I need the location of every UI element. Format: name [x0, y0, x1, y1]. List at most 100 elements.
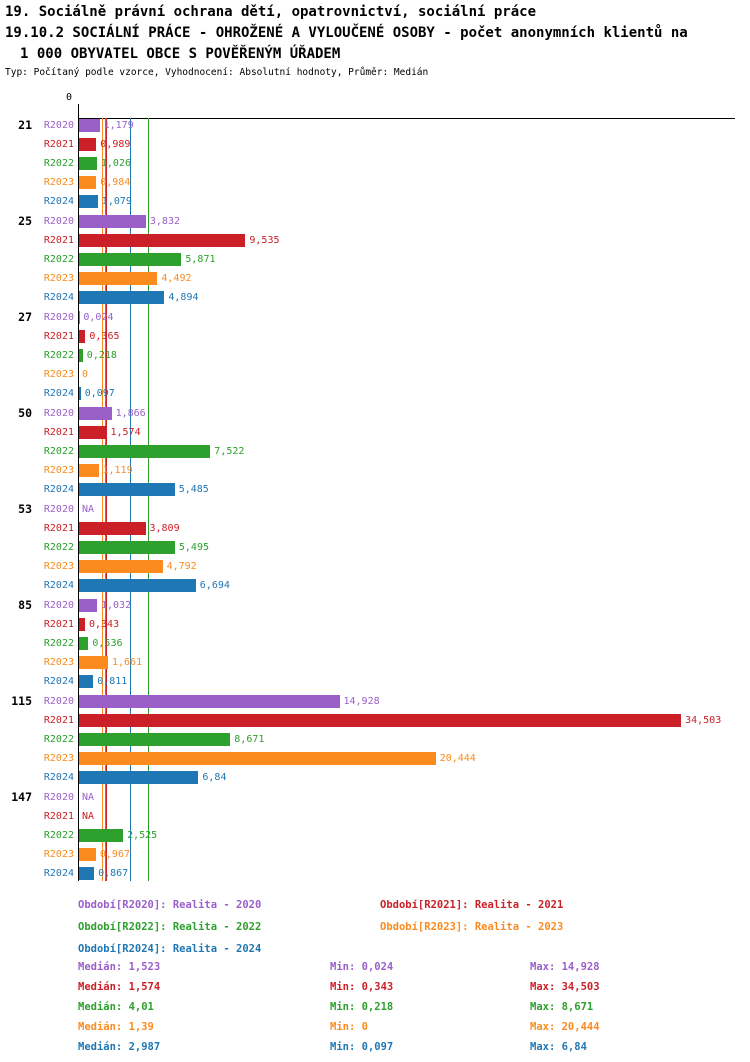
stat-min-R2023: Min: 0: [330, 1021, 368, 1033]
series-label-R2021: R2021: [43, 331, 74, 342]
series-label-R2022: R2022: [43, 254, 74, 265]
stat-median-R2024: Medián: 2,987: [78, 1041, 161, 1053]
series-label-R2024: R2024: [43, 868, 74, 879]
group-label: 53: [18, 502, 32, 516]
series-label-R2020: R2020: [43, 408, 74, 419]
bar-R2021: [79, 618, 85, 631]
bar-R2024: [79, 771, 199, 784]
bar-R2022: [79, 157, 97, 170]
series-label-R2024: R2024: [43, 580, 74, 591]
bar-R2024: [79, 195, 98, 208]
bar-R2021: [79, 522, 146, 535]
bar-value-label: 8,671: [234, 734, 265, 745]
value-axis-line: [78, 118, 735, 119]
bar-value-label: 0,536: [92, 638, 123, 649]
bar-R2020: [79, 695, 340, 708]
series-label-R2024: R2024: [43, 676, 74, 687]
bar-value-label: 5,495: [178, 542, 209, 553]
series-label-R2021: R2021: [43, 619, 74, 630]
median-line-R2022: [148, 118, 149, 881]
bar-R2022: [79, 541, 175, 554]
bar-value-label: 6,694: [199, 580, 230, 591]
legend-item-R2022: Období[R2022]: Realita - 2022: [78, 921, 262, 933]
series-label-R2022: R2022: [43, 734, 74, 745]
bar-R2020: [79, 119, 100, 132]
group-label: 85: [18, 598, 32, 612]
bar-value-label: 34,503: [685, 715, 722, 726]
bar-R2024: [79, 675, 94, 688]
series-label-R2020: R2020: [43, 696, 74, 707]
series-label-R2020: R2020: [43, 600, 74, 611]
series-label-R2022: R2022: [43, 830, 74, 841]
stat-median-R2021: Medián: 1,574: [78, 981, 161, 993]
bar-R2022: [79, 445, 211, 458]
bar-value-label: 20,444: [439, 753, 476, 764]
series-label-R2022: R2022: [43, 638, 74, 649]
bar-R2022: [79, 733, 231, 746]
series-label-R2024: R2024: [43, 292, 74, 303]
bar-value-label: 0,218: [86, 350, 117, 361]
bar-R2020: [79, 215, 146, 228]
bar-value-label: 1,179: [103, 120, 134, 131]
bar-R2022: [79, 349, 83, 362]
series-label-R2023: R2023: [43, 561, 74, 572]
bar-value-label: NA: [82, 504, 95, 515]
bar-value-label: 0,365: [89, 331, 120, 342]
bar-value-label: 1,119: [102, 465, 133, 476]
stat-max-R2020: Max: 14,928: [530, 961, 600, 973]
series-label-R2023: R2023: [43, 369, 74, 380]
series-label-R2023: R2023: [43, 273, 74, 284]
chart-title-line-1: 19. Sociálně právní ochrana dětí, opatro…: [5, 4, 537, 20]
median-line-R2020: [104, 118, 106, 881]
bar-R2024: [79, 483, 175, 496]
bar-value-label: 3,809: [149, 523, 180, 534]
series-label-R2023: R2023: [43, 753, 74, 764]
series-label-R2023: R2023: [43, 177, 74, 188]
median-line-R2021: [105, 118, 107, 881]
bar-R2021: [79, 234, 246, 247]
series-label-R2023: R2023: [43, 849, 74, 860]
bar-value-label: 0,867: [98, 868, 129, 879]
bar-value-label: 3,832: [149, 216, 180, 227]
bar-value-label: 4,792: [166, 561, 197, 572]
chart-title-line-2: 19.10.2 SOCIÁLNÍ PRÁCE - OHROŽENÉ A VYLO…: [5, 25, 688, 41]
bar-R2024: [79, 291, 165, 304]
stat-median-R2020: Medián: 1,523: [78, 961, 161, 973]
bar-value-label: 0,984: [100, 177, 131, 188]
group-label: 27: [18, 310, 32, 324]
stat-median-R2022: Medián: 4,01: [78, 1001, 154, 1013]
series-label-R2024: R2024: [43, 196, 74, 207]
bar-R2020: [79, 599, 97, 612]
series-label-R2021: R2021: [43, 427, 74, 438]
bar-value-label: 5,485: [178, 484, 209, 495]
bar-value-label: 4,894: [168, 292, 199, 303]
series-label-R2020: R2020: [43, 792, 74, 803]
bar-R2022: [79, 637, 89, 650]
bar-R2021: [79, 714, 682, 727]
bar-value-label: 14,928: [343, 696, 380, 707]
bar-R2023: [79, 464, 99, 477]
legend-item-R2024: Období[R2024]: Realita - 2024: [78, 943, 262, 955]
chart-title-line-3: 1 000 OBYVATEL OBCE S POVĚŘENÝM ÚŘADEM: [20, 46, 341, 62]
median-line-R2023: [102, 118, 104, 881]
bar-R2022: [79, 829, 124, 842]
bar-value-label: 9,535: [249, 235, 280, 246]
bar-value-label: 5,871: [185, 254, 216, 265]
stat-min-R2021: Min: 0,343: [330, 981, 394, 993]
bar-value-label: 6,84: [202, 772, 227, 783]
group-label: 25: [18, 214, 32, 228]
group-label: 50: [18, 406, 32, 420]
bar-R2023: [79, 272, 158, 285]
series-label-R2022: R2022: [43, 350, 74, 361]
bar-value-label: NA: [82, 811, 95, 822]
series-label-R2020: R2020: [43, 216, 74, 227]
series-label-R2024: R2024: [43, 388, 74, 399]
bar-R2021: [79, 138, 97, 151]
group-label: 115: [11, 694, 32, 708]
stat-max-R2023: Max: 20,444: [530, 1021, 600, 1033]
bar-R2023: [79, 656, 108, 669]
bar-R2024: [79, 867, 95, 880]
category-axis-line: [78, 104, 79, 881]
bar-value-label: 2,525: [127, 830, 158, 841]
group-label: 21: [18, 118, 32, 132]
